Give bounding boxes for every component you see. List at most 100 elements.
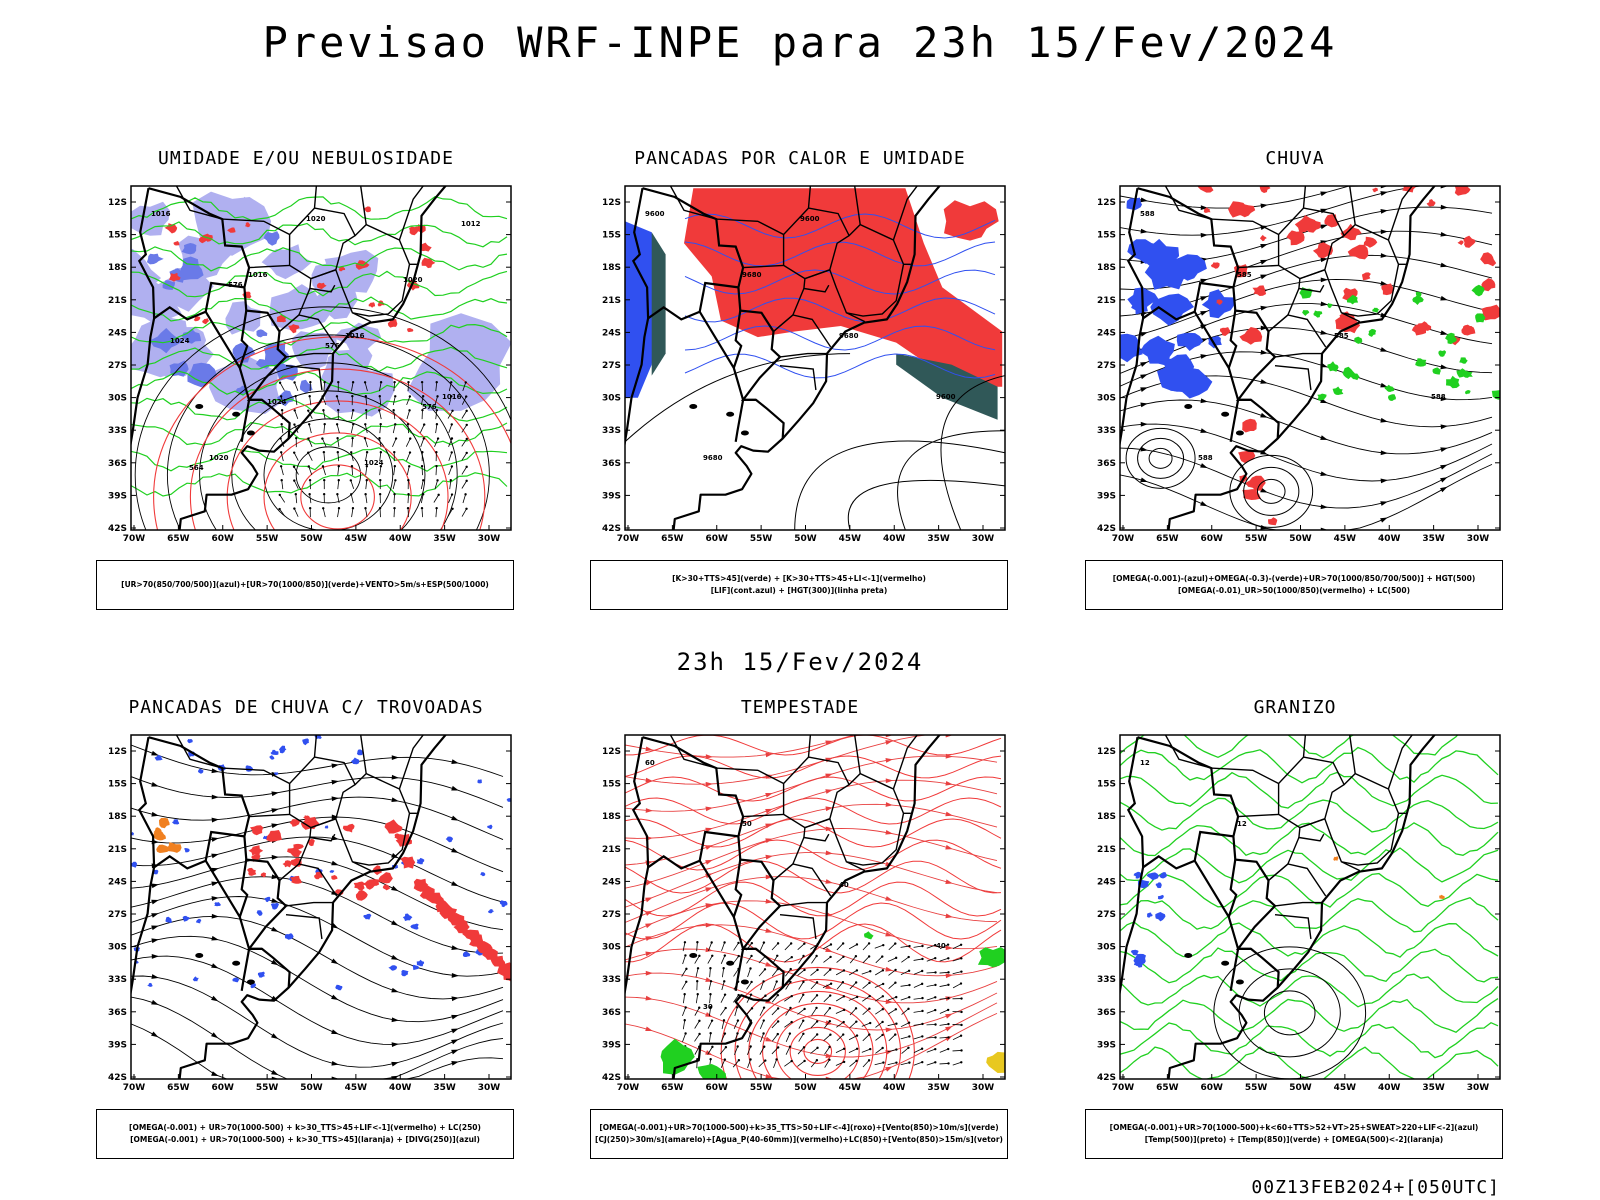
wind-vector	[775, 980, 778, 983]
rain-area	[1242, 418, 1257, 433]
low-level-streamline-arrow	[885, 966, 893, 972]
strong-omega-area	[1327, 303, 1333, 309]
wind-vector	[881, 1033, 884, 1037]
strong-omega-area	[1446, 375, 1460, 389]
wind-vector	[788, 1032, 792, 1035]
streamline-arrow	[1260, 203, 1268, 209]
strong-omega-area	[1368, 328, 1377, 337]
legend-line: [CJ(250)>30m/s](amarelo)+[Agua_P(40-60mm…	[595, 1135, 1003, 1144]
divergence-area	[131, 832, 135, 836]
rain-area	[1252, 285, 1267, 296]
wind-vector	[365, 478, 368, 482]
wind-vector	[292, 465, 296, 468]
lon-tick-label: 50W	[1289, 534, 1312, 544]
country-border	[732, 310, 743, 369]
wind-vector	[862, 995, 870, 1002]
humidity-contour	[131, 246, 508, 272]
wind-vector	[900, 996, 910, 1001]
streamline-arrow	[451, 847, 459, 853]
rain-area	[409, 226, 420, 236]
wind-vector	[683, 993, 686, 996]
lake	[1221, 960, 1230, 966]
streamline-arrow	[1140, 374, 1148, 380]
humidity-contour	[131, 221, 508, 248]
wind-vector	[379, 424, 382, 434]
wind-vector	[881, 1008, 884, 1011]
state-border	[285, 352, 333, 358]
country-border	[1229, 947, 1280, 991]
humidity-contour	[131, 370, 508, 396]
divergence-area	[302, 738, 309, 746]
hail-area	[1130, 949, 1139, 956]
wind-vector	[926, 1048, 936, 1053]
wind-vector	[849, 1008, 857, 1016]
rain-area	[421, 257, 436, 269]
strong-omega-area	[1302, 310, 1310, 316]
wind-vector	[913, 1010, 923, 1013]
wind-vector	[921, 1009, 924, 1013]
wind-vector	[750, 941, 754, 945]
wind-vector	[895, 1061, 898, 1064]
wind-vector	[798, 1020, 804, 1029]
streamline-arrow	[151, 974, 159, 979]
lon-tick-label: 45W	[839, 534, 862, 544]
wind-vector	[321, 465, 325, 468]
wind-vector	[422, 479, 425, 482]
temp850-contour	[1120, 771, 1499, 809]
lon-tick-label: 55W	[1245, 534, 1268, 544]
wind-vector	[280, 423, 283, 426]
wind-vector	[720, 955, 726, 964]
country-border	[698, 830, 739, 861]
wind-vector	[790, 1059, 793, 1063]
wind-vector	[707, 955, 713, 964]
low-level-streamline-arrow	[705, 754, 713, 759]
low-level-streamline	[625, 755, 998, 812]
wind-vector	[307, 451, 310, 454]
state-border	[779, 365, 817, 391]
omega-area	[1127, 239, 1161, 264]
wind-vector	[920, 969, 924, 973]
low-level-streamline-arrow	[765, 808, 773, 814]
wind-vector	[450, 493, 454, 496]
wind-vector	[854, 955, 858, 958]
wind-vector	[351, 394, 354, 398]
streamline-arrow	[1380, 209, 1388, 214]
wind-vector	[959, 1034, 963, 1037]
panel-granizo: GRANIZO 12 12 12S 15S 18S 21S 24S 27S 30S 33S 36S 3…	[1085, 697, 1505, 1177]
divergence-area	[335, 984, 343, 991]
omega-area	[1150, 293, 1194, 326]
wind-vector	[293, 423, 296, 426]
wind-vector	[810, 1059, 818, 1068]
wind-vector	[392, 409, 395, 412]
state-border	[309, 223, 411, 317]
country-border	[1227, 310, 1238, 369]
wind-vector	[823, 1034, 831, 1041]
wind-vector	[881, 982, 885, 986]
wind-vector	[682, 942, 686, 952]
rain-area	[1210, 262, 1220, 269]
humidity-contour	[131, 346, 508, 373]
hail-area	[1155, 882, 1162, 889]
state-border	[669, 735, 717, 769]
streamline-arrow	[1200, 205, 1208, 210]
wind-vector	[798, 955, 804, 964]
lif-contour	[684, 213, 996, 239]
divergence-area	[131, 861, 137, 868]
wind-vector	[684, 1006, 687, 1009]
lat-tick-label: 30S	[108, 943, 127, 953]
wind-vector	[895, 1022, 898, 1025]
humidity-core	[235, 385, 248, 395]
low-level-streamline-arrow	[945, 780, 953, 786]
wind-vector	[419, 424, 425, 433]
rain-area	[387, 318, 398, 328]
state-border	[360, 186, 367, 225]
wind-vector	[797, 943, 805, 951]
wind-vector	[816, 1046, 819, 1050]
wind-vector	[869, 1047, 872, 1051]
streamline-arrow	[151, 938, 159, 944]
water-contour	[762, 1002, 874, 1079]
rain-area	[227, 227, 236, 233]
wind-vector	[771, 968, 779, 977]
wind-vector	[337, 480, 340, 490]
wind-vector	[732, 1059, 740, 1068]
